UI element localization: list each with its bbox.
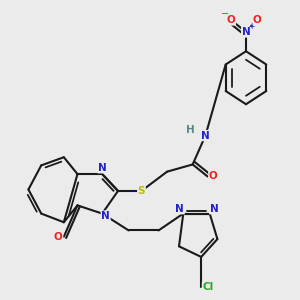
Text: O: O [209,172,218,182]
Text: N: N [242,27,250,37]
Text: N: N [201,130,210,141]
Text: +: + [248,22,255,31]
Text: N: N [101,211,110,221]
Text: N: N [210,204,218,214]
Text: N: N [98,163,106,173]
Text: O: O [227,15,236,25]
Text: S: S [138,186,145,196]
Text: Cl: Cl [202,282,214,292]
Text: H: H [186,125,195,135]
Text: O: O [252,15,261,25]
Text: N: N [176,204,184,214]
Text: O: O [54,232,63,242]
Text: −: − [221,9,230,19]
